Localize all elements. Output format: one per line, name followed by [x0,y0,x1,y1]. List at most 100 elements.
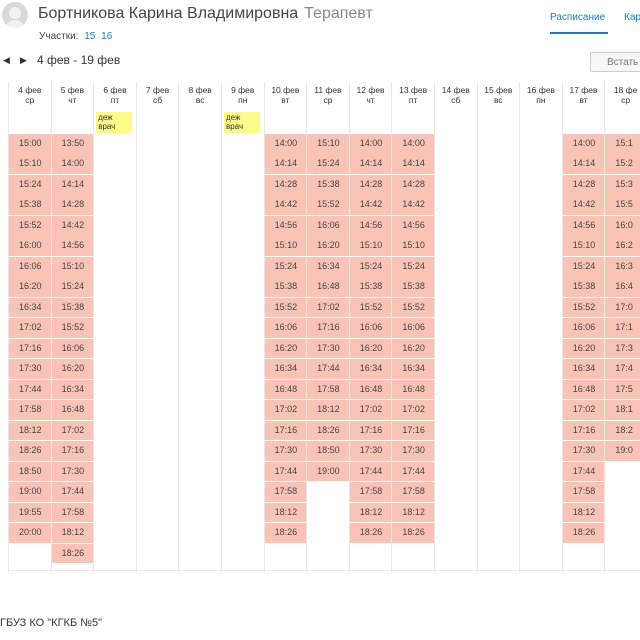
time-slot[interactable]: 15:10 [9,154,51,175]
time-slot[interactable]: 19:00 [307,461,349,482]
time-slot[interactable]: 14:56 [264,215,307,236]
time-slot[interactable]: 16:20 [9,277,51,297]
time-slot[interactable]: 16:34 [349,359,392,379]
time-slot[interactable]: 15:38 [349,277,392,297]
time-slot[interactable]: 14:14 [392,154,434,175]
day-header[interactable]: 9 фев пн [222,82,264,108]
day-header[interactable]: 14 фев сб [435,82,477,108]
time-slot[interactable]: 14:14 [562,154,605,175]
day-header[interactable]: 6 фев пт [94,82,136,108]
time-slot[interactable]: 17:30 [51,461,94,482]
time-slot[interactable]: 16:48 [562,379,605,400]
time-slot[interactable]: 15:3 [605,174,640,195]
time-slot[interactable]: 17:16 [51,441,94,461]
time-slot[interactable]: 17:02 [264,400,307,420]
time-slot[interactable]: 19:55 [9,502,51,523]
time-slot[interactable]: 14:28 [392,174,434,195]
time-slot[interactable]: 19:00 [9,482,51,502]
time-slot[interactable]: 19:0 [605,441,640,461]
time-slot[interactable]: 17:58 [264,482,307,502]
time-slot[interactable]: 16:20 [349,338,392,359]
time-slot[interactable]: 17:1 [605,318,640,338]
tab-card[interactable]: Кар [624,12,640,23]
time-slot[interactable]: 15:10 [392,236,434,257]
day-header[interactable]: 13 фев пт [392,82,434,108]
time-slot[interactable]: 17:44 [51,482,94,502]
time-slot[interactable]: 17:16 [349,420,392,441]
time-slot[interactable]: 15:10 [349,236,392,257]
time-slot[interactable]: 16:06 [9,256,51,277]
time-slot[interactable]: 17:4 [605,359,640,379]
prev-arrow-icon[interactable]: ◀ [3,55,10,65]
day-header[interactable]: 7 фев сб [137,82,179,108]
time-slot[interactable]: 17:58 [9,400,51,420]
time-slot[interactable]: 15:24 [349,256,392,277]
time-slot[interactable]: 15:38 [9,195,51,216]
time-slot[interactable]: 16:34 [51,379,94,400]
time-slot[interactable]: 16:20 [392,338,434,359]
time-slot[interactable]: 15:52 [349,297,392,318]
time-slot[interactable]: 17:44 [392,461,434,482]
time-slot[interactable]: 16:00 [9,236,51,257]
time-slot[interactable]: 13:50 [51,134,94,154]
time-slot[interactable]: 15:24 [307,154,349,175]
time-slot[interactable]: 15:24 [562,256,605,277]
time-slot[interactable]: 17:58 [349,482,392,502]
time-slot[interactable]: 18:12 [562,502,605,523]
day-header[interactable]: 11 фев ср [307,82,349,108]
day-header[interactable]: 18 фе ср [605,82,640,108]
time-slot[interactable]: 14:42 [51,215,94,236]
time-slot[interactable]: 14:56 [349,215,392,236]
time-slot[interactable]: 16:20 [264,338,307,359]
time-slot[interactable]: 17:16 [392,420,434,441]
time-slot[interactable]: 16:34 [264,359,307,379]
time-slot[interactable]: 18:12 [392,502,434,523]
time-slot[interactable]: 18:12 [9,420,51,441]
time-slot[interactable]: 15:10 [307,134,349,154]
time-slot[interactable]: 15:10 [264,236,307,257]
time-slot[interactable]: 18:50 [9,461,51,482]
time-slot[interactable]: 14:56 [51,236,94,257]
time-slot[interactable]: 15:24 [51,277,94,297]
time-slot[interactable]: 17:30 [9,359,51,379]
time-slot[interactable]: 16:48 [264,379,307,400]
time-slot[interactable]: 14:56 [392,215,434,236]
time-slot[interactable]: 16:2 [605,236,640,257]
time-slot[interactable]: 18:12 [307,400,349,420]
time-slot[interactable]: 15:38 [392,277,434,297]
time-slot[interactable]: 15:24 [264,256,307,277]
time-slot[interactable]: 15:24 [392,256,434,277]
time-slot[interactable]: 16:34 [392,359,434,379]
time-slot[interactable]: 17:16 [307,318,349,338]
area-link-15[interactable]: 15 [84,31,96,42]
time-slot[interactable]: 15:5 [605,195,640,216]
time-slot[interactable]: 17:58 [51,502,94,523]
time-slot[interactable]: 17:30 [349,441,392,461]
day-header[interactable]: 10 фев вт [265,82,307,108]
time-slot[interactable]: 14:00 [562,134,605,154]
area-link-16[interactable]: 16 [101,31,113,42]
time-slot[interactable]: 15:38 [264,277,307,297]
time-slot[interactable]: 18:26 [392,523,434,543]
time-slot[interactable]: 14:00 [51,154,94,175]
day-header[interactable]: 4 фев ср [9,82,51,108]
time-slot[interactable]: 17:3 [605,338,640,359]
time-slot[interactable]: 15:52 [264,297,307,318]
time-slot[interactable]: 15:10 [562,236,605,257]
time-slot[interactable]: 17:02 [562,400,605,420]
time-slot[interactable]: 14:42 [392,195,434,216]
time-slot[interactable]: 14:28 [349,174,392,195]
time-slot[interactable]: 15:38 [51,297,94,318]
time-slot[interactable]: 15:52 [51,318,94,338]
time-slot[interactable]: 15:24 [9,174,51,195]
time-slot[interactable]: 17:30 [562,441,605,461]
time-slot[interactable]: 14:00 [392,134,434,154]
time-slot[interactable]: 17:16 [264,420,307,441]
time-slot[interactable]: 18:1 [605,400,640,420]
time-slot[interactable]: 14:28 [562,174,605,195]
time-slot[interactable]: 15:1 [605,134,640,154]
time-slot[interactable]: 16:06 [392,318,434,338]
time-slot[interactable]: 14:56 [562,215,605,236]
time-slot[interactable]: 15:52 [392,297,434,318]
day-header[interactable]: 17 фев вт [563,82,605,108]
